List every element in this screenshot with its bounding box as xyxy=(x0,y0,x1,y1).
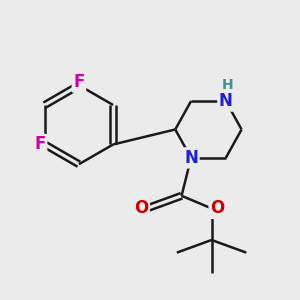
Text: F: F xyxy=(73,73,85,91)
Text: N: N xyxy=(184,149,198,167)
Text: F: F xyxy=(34,136,46,154)
Text: O: O xyxy=(134,200,148,217)
Text: N: N xyxy=(219,92,233,110)
Text: H: H xyxy=(222,78,233,92)
Text: O: O xyxy=(210,200,224,217)
